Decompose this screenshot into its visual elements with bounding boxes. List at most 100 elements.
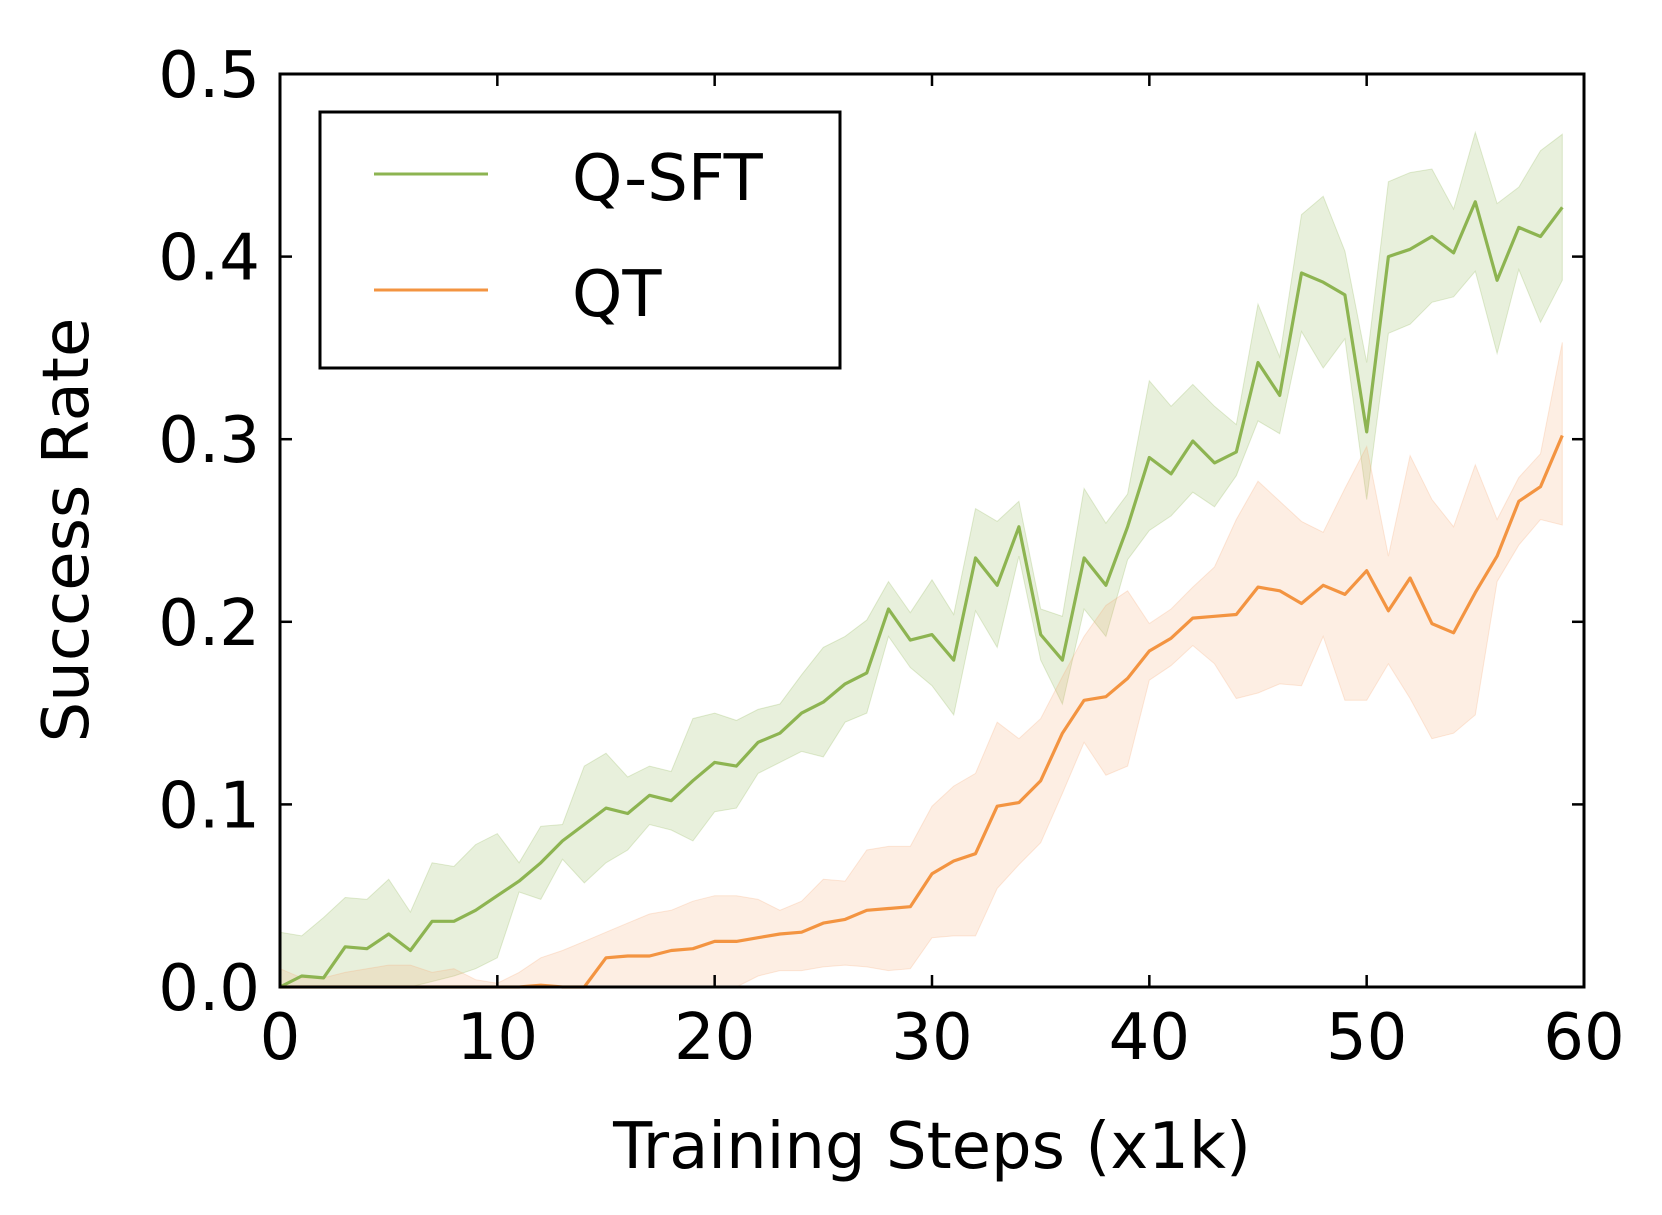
point-q-sft <box>1452 251 1456 255</box>
point-q-sft <box>1082 556 1086 560</box>
point-qt <box>930 872 934 876</box>
point-qt <box>887 907 891 911</box>
point-q-sft <box>517 879 521 883</box>
point-qt <box>1234 613 1238 617</box>
x-tick-label: 10 <box>457 1001 538 1075</box>
point-q-sft <box>1495 278 1499 282</box>
point-q-sft <box>1017 525 1021 529</box>
point-q-sft <box>626 812 630 816</box>
point-q-sft <box>908 638 912 642</box>
point-qt <box>1191 616 1195 620</box>
point-q-sft <box>952 658 956 662</box>
point-qt <box>734 939 738 943</box>
point-qt <box>604 956 608 960</box>
point-qt <box>1300 602 1304 606</box>
point-q-sft <box>1256 361 1260 365</box>
point-qt <box>1560 434 1564 438</box>
point-qt <box>1017 801 1021 805</box>
point-qt <box>648 954 652 958</box>
point-q-sft <box>1147 456 1151 460</box>
x-tick-label: 20 <box>674 1001 755 1075</box>
y-tick-label: 0.1 <box>158 769 260 843</box>
point-qt <box>800 930 804 934</box>
point-qt <box>713 939 717 943</box>
point-qt <box>778 932 782 936</box>
point-qt <box>1321 583 1325 587</box>
point-q-sft <box>561 839 565 843</box>
point-q-sft <box>887 607 891 611</box>
point-qt <box>1495 554 1499 558</box>
point-q-sft <box>1191 439 1195 443</box>
point-q-sft <box>974 556 978 560</box>
y-tick-label: 0.4 <box>158 222 260 296</box>
point-q-sft <box>1321 280 1325 284</box>
point-q-sft <box>1300 271 1304 275</box>
point-q-sft <box>843 682 847 686</box>
point-qt <box>756 936 760 940</box>
point-q-sft <box>995 583 999 587</box>
point-q-sft <box>1430 235 1434 239</box>
point-qt <box>1517 499 1521 503</box>
point-q-sft <box>1386 255 1390 259</box>
legend-label-qt: QT <box>572 258 662 332</box>
point-qt <box>1539 485 1543 489</box>
point-q-sft <box>430 919 434 923</box>
x-tick-label: 50 <box>1326 1001 1407 1075</box>
point-qt <box>865 908 869 912</box>
point-q-sft <box>1169 472 1173 476</box>
point-q-sft <box>1343 293 1347 297</box>
point-q-sft <box>1278 393 1282 397</box>
point-q-sft <box>756 740 760 744</box>
point-qt <box>974 852 978 856</box>
y-tick-label: 0.5 <box>158 39 260 113</box>
point-q-sft <box>387 932 391 936</box>
point-q-sft <box>300 974 304 978</box>
point-qt <box>1452 631 1456 635</box>
point-qt <box>1126 676 1130 680</box>
point-q-sft <box>1365 430 1369 434</box>
point-qt <box>1343 592 1347 596</box>
point-q-sft <box>1234 450 1238 454</box>
point-qt <box>1213 614 1217 618</box>
point-qt <box>1278 589 1282 593</box>
point-qt <box>1060 731 1064 735</box>
point-q-sft <box>1560 205 1564 209</box>
x-tick-label: 0 <box>260 1001 301 1075</box>
axis-tick-labels: 0 10 20 30 40 50 60 0.0 0.1 0.2 0.3 0.4 0.5 <box>158 39 1625 1075</box>
point-qt <box>626 954 630 958</box>
point-qt <box>1104 695 1108 699</box>
point-q-sft <box>691 779 695 783</box>
point-qt <box>1473 591 1477 595</box>
point-q-sft <box>539 861 543 865</box>
x-axis-title: Training Steps (x1k) <box>612 1110 1251 1184</box>
x-tick-label: 60 <box>1543 1001 1624 1075</box>
point-q-sft <box>713 760 717 764</box>
point-q-sft <box>734 764 738 768</box>
x-tick-label: 30 <box>891 1001 972 1075</box>
point-qt <box>669 949 673 953</box>
point-q-sft <box>1060 658 1064 662</box>
y-tick-label: 0.0 <box>158 952 260 1026</box>
point-q-sft <box>778 731 782 735</box>
line-q-sft <box>279 200 1564 989</box>
point-qt <box>1365 569 1369 573</box>
point-q-sft <box>1104 583 1108 587</box>
point-qt <box>908 905 912 909</box>
point-q-sft <box>1517 225 1521 229</box>
point-q-sft <box>343 945 347 949</box>
point-qt <box>1408 576 1412 580</box>
point-q-sft <box>322 976 326 980</box>
point-qt <box>691 947 695 951</box>
point-q-sft <box>452 919 456 923</box>
band-q-sft <box>279 130 1563 988</box>
point-q-sft <box>582 823 586 827</box>
point-q-sft <box>365 947 369 951</box>
point-qt <box>843 917 847 921</box>
point-qt <box>1147 649 1151 653</box>
legend-box <box>318 110 842 370</box>
point-q-sft <box>930 633 934 637</box>
point-q-sft <box>1213 461 1217 465</box>
y-axis-title: Success Rate <box>30 318 104 743</box>
point-q-sft <box>495 894 499 898</box>
